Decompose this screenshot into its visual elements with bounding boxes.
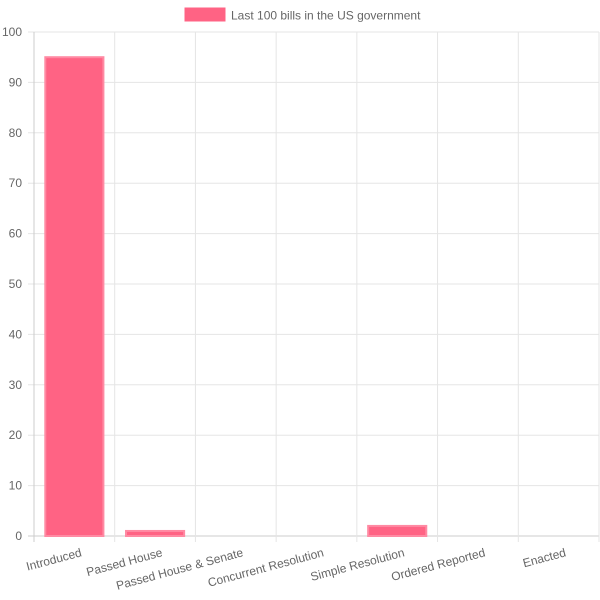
y-tick-label: 30 [9,378,23,392]
bar-passed-house[interactable] [125,529,186,538]
y-tick-label: 100 [2,25,22,39]
legend-swatch [184,7,226,22]
y-tick-label: 70 [9,176,23,190]
y-tick-label: 0 [15,529,22,543]
x-tick-label: Enacted [521,545,567,570]
y-axis: 0 10 20 30 40 50 60 70 80 90 100 [2,25,22,543]
grid [28,31,600,542]
y-tick-label: 90 [9,75,23,89]
y-tick-label: 20 [9,428,23,442]
bar-simple-resolution[interactable] [367,524,428,537]
y-tick-label: 40 [9,327,23,341]
x-tick-label: Ordered Reported [390,545,487,584]
y-tick-label: 50 [9,277,23,291]
legend[interactable]: Last 100 bills in the US government [184,7,421,23]
y-tick-label: 80 [9,126,23,140]
bar-introduced[interactable] [44,56,105,537]
y-tick-label: 10 [9,479,23,493]
x-tick-label: Introduced [25,545,83,573]
bars [44,56,428,538]
legend-label: Last 100 bills in the US government [231,9,421,23]
y-tick-label: 60 [9,227,23,241]
